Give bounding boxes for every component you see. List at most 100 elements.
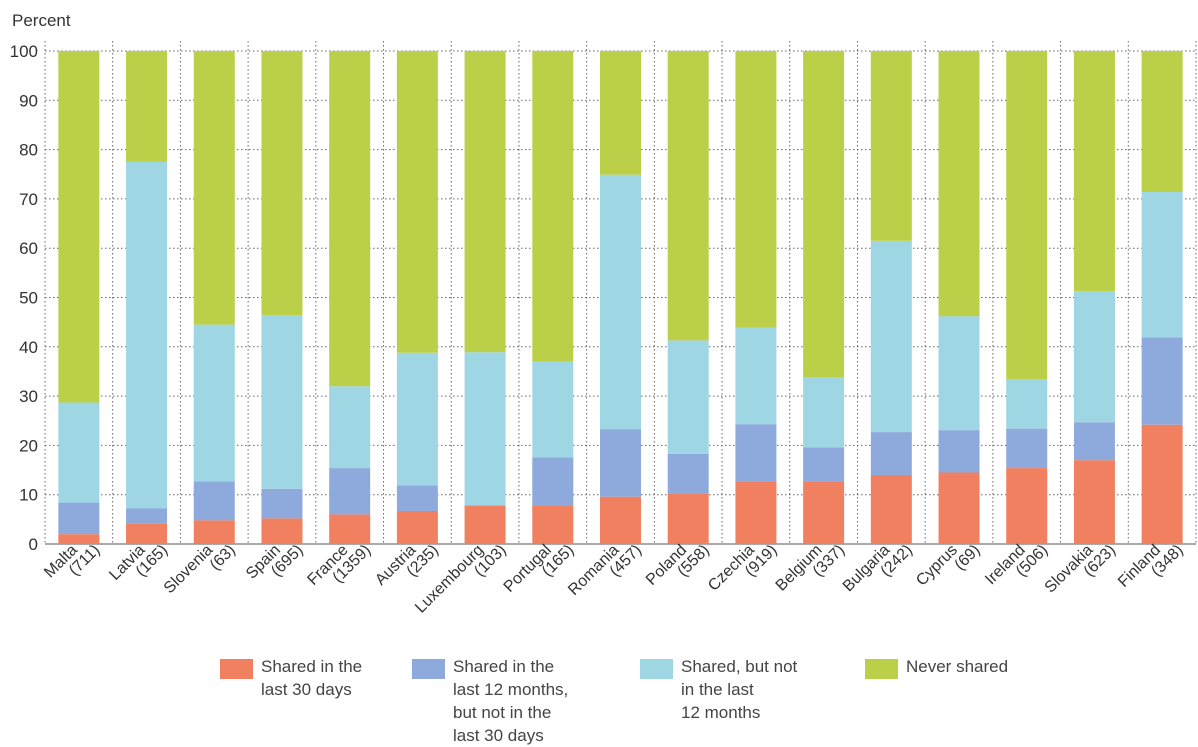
bar-segment (261, 518, 303, 544)
bar-segment (1141, 191, 1183, 338)
category-name: Slovenia (161, 542, 216, 597)
bar-segment (58, 51, 100, 403)
bar-segment (1006, 379, 1048, 429)
bar-segment (1073, 51, 1115, 292)
legend-item-shared-30-days: Shared in the last 30 days (220, 655, 362, 701)
bar-segment (126, 523, 168, 544)
bar-segment (261, 488, 303, 519)
category-name: Cyprus (913, 542, 961, 590)
y-axis-label: Percent (12, 11, 71, 30)
y-tick-label: 10 (19, 486, 38, 505)
bar-segment (396, 352, 438, 486)
y-tick-label: 50 (19, 289, 38, 308)
bar-segment (938, 430, 980, 473)
bar-segment (600, 174, 641, 430)
bar-segment (870, 240, 912, 433)
bar-segment (1141, 337, 1183, 425)
bar-segment (870, 51, 912, 241)
bar-segment (735, 327, 777, 425)
bar-segment (329, 51, 371, 387)
bar-segment (667, 493, 709, 544)
bar-stack (126, 51, 168, 544)
bar-stack (1006, 51, 1048, 544)
bar-segment (396, 485, 438, 511)
bar-stack (803, 51, 845, 544)
bar-segment (938, 316, 980, 431)
bar-segment (58, 534, 100, 544)
y-tick-label: 90 (19, 91, 38, 110)
bar-segment (667, 340, 709, 454)
bar-stack (58, 51, 100, 544)
legend-swatch (220, 659, 253, 679)
bar-segment (1073, 460, 1115, 544)
bar-segment (1006, 51, 1048, 380)
bar-segment (870, 432, 912, 475)
legend-swatch (412, 659, 445, 679)
legend-item-never-shared: Never shared (865, 655, 1008, 679)
bar-stack (464, 51, 506, 544)
bar-stack (1141, 51, 1183, 544)
bar-segment (870, 474, 912, 544)
bar-segment (1006, 428, 1048, 469)
bar-segment (464, 352, 506, 506)
bar-segment (532, 51, 574, 362)
y-tick-label: 0 (29, 535, 38, 554)
bar-segment (1141, 51, 1183, 192)
bar-stack (1073, 51, 1115, 544)
legend-swatch (865, 659, 898, 679)
bar-stack (329, 51, 371, 544)
bar-segment (126, 51, 168, 162)
bar-segment (329, 468, 371, 515)
bar-segment (193, 481, 235, 521)
bar-stack (396, 51, 438, 544)
bar-segment (1141, 424, 1183, 544)
x-axis-labels: Malta(711) Latvia(165)Slovenia(63) Spain(6… (41, 542, 1187, 617)
bar-stack (532, 51, 574, 544)
bar-segment (58, 402, 100, 503)
y-tick-label: 70 (19, 190, 38, 209)
bar-segment (193, 520, 235, 544)
legend-label: Shared in the last 30 days (261, 657, 363, 699)
bar-stack (193, 51, 235, 544)
bar-segment (396, 510, 438, 544)
bar-segment (803, 447, 845, 482)
legend-item-shared-12-months: Shared in the last 12 months, but not in… (412, 655, 568, 747)
bar-segment (193, 324, 235, 482)
y-tick-label: 30 (19, 387, 38, 406)
bar-segment (600, 51, 641, 175)
y-tick-label: 100 (10, 42, 38, 61)
bar-segment (532, 361, 574, 458)
bar-segment (261, 315, 303, 489)
bar-segment (126, 161, 168, 509)
bar-segment (600, 496, 641, 544)
bar-segment (803, 377, 845, 448)
category-count: (63) (207, 542, 239, 574)
bar-segment (667, 51, 709, 341)
y-tick-label: 40 (19, 338, 38, 357)
bar-segment (735, 51, 777, 328)
bar-segment (938, 51, 980, 317)
bar-segment (1073, 291, 1115, 423)
bar-segment (600, 429, 641, 497)
bar-stack (870, 51, 912, 544)
category-count: (69) (952, 542, 984, 574)
bar-segment (1006, 468, 1048, 544)
bar-stack (261, 51, 303, 544)
bar-segment (464, 505, 506, 544)
bar-segment (329, 386, 371, 469)
bar-segment (803, 51, 845, 378)
y-axis-ticks: 0 10 20 30 40 50 60 70 80 90 100 (10, 42, 38, 554)
y-tick-label: 80 (19, 141, 38, 160)
bar-segment (735, 481, 777, 544)
bar-segment (938, 472, 980, 544)
bar-segment (126, 508, 168, 524)
legend: Shared in the last 30 days Shared in the… (0, 655, 1198, 745)
bar-segment (803, 481, 845, 544)
legend-label: Shared in the last 12 months, but not in… (453, 657, 569, 745)
bar-segment (193, 51, 235, 325)
bar-segment (532, 505, 574, 544)
bar-segment (667, 453, 709, 494)
bar-segment (1073, 422, 1115, 461)
y-tick-label: 20 (19, 436, 38, 455)
bar-segment (464, 51, 506, 353)
